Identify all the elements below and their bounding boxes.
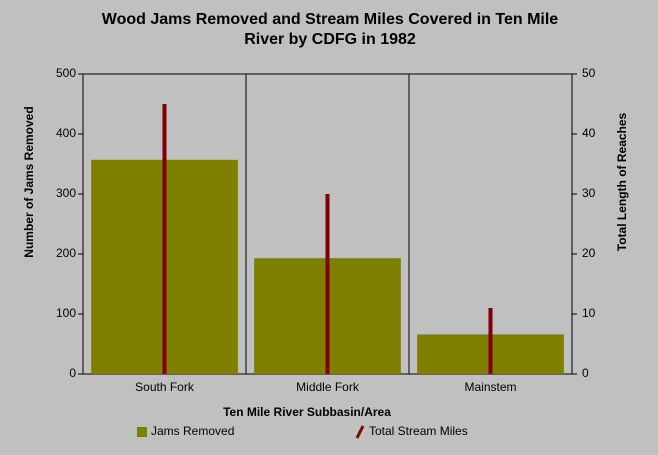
y2-tick-label: 50 — [582, 66, 596, 80]
stream-miles-bar — [325, 194, 330, 374]
stream-miles-bar — [488, 308, 493, 374]
legend-label: Jams Removed — [151, 424, 234, 438]
y-tick-label: 0 — [69, 366, 76, 380]
x-tick-label: Mainstem — [464, 380, 516, 394]
legend-label: Total Stream Miles — [369, 424, 468, 438]
y-tick-label: 500 — [56, 66, 76, 80]
chart-title: Wood Jams Removed and Stream Miles Cover… — [101, 11, 559, 48]
y-tick-label: 300 — [56, 186, 76, 200]
y2-tick-label: 0 — [582, 366, 589, 380]
y-axis-label: Number of Jams Removed — [22, 106, 36, 257]
y2-tick-label: 30 — [582, 186, 596, 200]
stream-miles-bar — [162, 104, 167, 374]
y2-tick-label: 10 — [582, 306, 596, 320]
y-tick-label: 400 — [56, 126, 76, 140]
x-axis-label: Ten Mile River Subbasin/Area — [223, 405, 391, 419]
legend-swatch — [355, 425, 365, 439]
y2-axis-label: Total Length of Reaches — [615, 112, 629, 251]
x-tick-label: South Fork — [135, 380, 195, 394]
x-tick-label: Middle Fork — [296, 380, 360, 394]
legend-swatch — [137, 427, 147, 437]
y2-tick-label: 20 — [582, 246, 596, 260]
y-tick-label: 100 — [56, 306, 76, 320]
y2-tick-label: 40 — [582, 126, 596, 140]
y-tick-label: 200 — [56, 246, 76, 260]
